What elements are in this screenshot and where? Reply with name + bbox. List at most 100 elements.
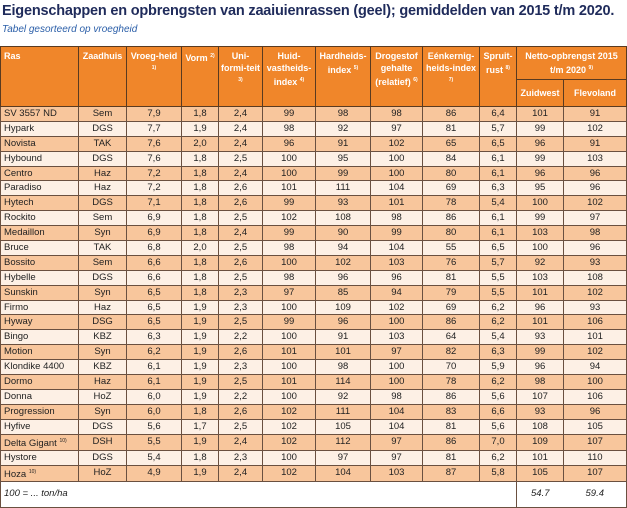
cell-uniformiteit: 2,5 <box>218 150 263 167</box>
cell-hardheid: 97 <box>315 449 371 466</box>
cell-spruitrust: 6,4 <box>479 106 517 122</box>
cell-zaadhuis: DGS <box>78 418 127 435</box>
cell-zaadhuis: DGS <box>78 449 127 466</box>
cell-vorm: 1,8 <box>181 195 219 212</box>
cell-flevoland: 91 <box>562 106 627 122</box>
cell-flevoland: 96 <box>562 180 627 197</box>
table-row: Hypark DGS 7,7 1,9 2,4 98 92 97 81 5,7 99 102 <box>0 120 627 137</box>
cell-zuidwest: 100 <box>516 240 564 256</box>
cell-drogestof: 100 <box>370 150 423 167</box>
table-row: Rockito Sem 6,9 1,8 2,5 102 108 98 86 6,1 99 97 <box>0 210 627 227</box>
cell-zaadhuis: Haz <box>78 165 127 182</box>
cell-uniformiteit: 2,3 <box>218 359 263 376</box>
cell-zuidwest: 93 <box>516 329 564 346</box>
cell-vroegheid: 5,5 <box>126 433 182 451</box>
table-row: Hybelle DGS 6,6 1,8 2,5 98 96 96 81 5,5 103 108 <box>0 269 627 286</box>
variety-name: Bossito <box>4 256 36 268</box>
cell-spruitrust: 6,2 <box>479 314 517 331</box>
cell-hardheid: 101 <box>315 344 371 361</box>
cell-spruitrust: 5,9 <box>479 359 517 376</box>
variety-name: Sunskin <box>4 286 38 298</box>
cell-zaadhuis: Syn <box>78 225 127 242</box>
table-row: Delta Gigant 10) DSH 5,5 1,9 2,4 102 112 97 86 7,… <box>0 433 627 451</box>
cell-uniformiteit: 2,4 <box>218 106 263 122</box>
cell-hardheid: 92 <box>315 120 371 137</box>
variety-table: Ras Zaadhuis Vroeg-heid 1) Vorm 2) Uni-f… <box>0 46 627 508</box>
variety-name: Hytech <box>4 197 34 209</box>
variety-name: Klondike 4400 <box>4 361 65 373</box>
cell-eenkernig: 64 <box>422 329 480 346</box>
cell-vorm: 1,8 <box>181 150 219 167</box>
cell-zuidwest: 96 <box>516 299 564 316</box>
cell-uniformiteit: 2,5 <box>218 210 263 227</box>
cell-ras: Bingo <box>0 329 79 346</box>
cell-spruitrust: 6,2 <box>479 374 517 390</box>
cell-zuidwest: 101 <box>516 449 564 466</box>
table-row: SV 3557 ND Sem 7,9 1,8 2,4 99 98 98 86 6,4 101 91 <box>0 106 627 122</box>
cell-zuidwest: 96 <box>516 135 564 152</box>
cell-spruitrust: 6,1 <box>479 225 517 242</box>
cell-huidvastheid: 100 <box>262 299 316 316</box>
cell-drogestof: 104 <box>370 180 423 197</box>
cell-drogestof: 94 <box>370 284 423 301</box>
cell-drogestof: 104 <box>370 418 423 435</box>
cell-huidvastheid: 98 <box>262 240 316 256</box>
cell-ras: Bruce <box>0 240 79 256</box>
cell-hardheid: 96 <box>315 314 371 331</box>
cell-flevoland: 106 <box>562 314 627 331</box>
cell-ras: Hytech <box>0 195 79 212</box>
cell-flevoland: 102 <box>562 344 627 361</box>
cell-vroegheid: 6,1 <box>126 374 182 390</box>
variety-name: Bingo <box>4 331 29 343</box>
variety-name: Hyfive <box>4 420 31 432</box>
cell-hardheid: 94 <box>315 240 371 256</box>
table-row: Novista TAK 7,6 2,0 2,4 96 91 102 65 6,5 96 91 <box>0 135 627 152</box>
cell-zaadhuis: Sem <box>78 106 127 122</box>
table-row: Hybound DGS 7,6 1,8 2,5 100 95 100 84 6,1 99 103 <box>0 150 627 167</box>
cell-drogestof: 99 <box>370 225 423 242</box>
header-opbrengst: Netto-opbrengst 2015 t/m 2020 9) <box>515 46 627 80</box>
cell-eenkernig: 83 <box>422 403 480 420</box>
cell-ras: Hybelle <box>0 269 79 286</box>
cell-spruitrust: 6,6 <box>479 403 517 420</box>
cell-vorm: 1,8 <box>181 269 219 286</box>
cell-vorm: 1,9 <box>181 314 219 331</box>
variety-name: Paradiso <box>4 182 42 194</box>
cell-drogestof: 98 <box>370 388 423 405</box>
variety-name: Centro <box>4 167 33 179</box>
cell-zuidwest: 107 <box>516 388 564 405</box>
table-row: Firmo Haz 6,5 1,9 2,3 100 109 102 69 6,2 96 93 <box>0 299 627 316</box>
cell-spruitrust: 5,7 <box>479 120 517 137</box>
footer-label: 100 = ... ton/ha <box>0 480 517 508</box>
cell-eenkernig: 65 <box>422 135 480 152</box>
cell-hardheid: 98 <box>315 106 371 122</box>
cell-zaadhuis: Syn <box>78 403 127 420</box>
header-zuidwest: Zuidwest <box>516 79 564 107</box>
cell-flevoland: 93 <box>562 299 627 316</box>
header-eenkernig: Eénkernig-heids-index 7) <box>422 46 480 107</box>
cell-vroegheid: 7,7 <box>126 120 182 137</box>
variety-name: Motion <box>4 346 33 358</box>
cell-vroegheid: 6,5 <box>126 314 182 331</box>
cell-ras: Donna <box>0 388 79 405</box>
cell-ras: Firmo <box>0 299 79 316</box>
cell-eenkernig: 69 <box>422 180 480 197</box>
cell-vroegheid: 7,6 <box>126 135 182 152</box>
cell-vroegheid: 4,9 <box>126 464 182 482</box>
cell-vroegheid: 6,3 <box>126 329 182 346</box>
cell-huidvastheid: 100 <box>262 449 316 466</box>
cell-spruitrust: 6,2 <box>479 449 517 466</box>
variety-name: Hypark <box>4 122 35 134</box>
cell-huidvastheid: 99 <box>262 225 316 242</box>
cell-vroegheid: 7,2 <box>126 165 182 182</box>
cell-vroegheid: 6,0 <box>126 388 182 405</box>
cell-eenkernig: 81 <box>422 418 480 435</box>
footer-flevoland: 59.4 <box>563 480 627 508</box>
cell-eenkernig: 86 <box>422 210 480 227</box>
variety-name: Hybound <box>4 152 43 164</box>
cell-vroegheid: 5,6 <box>126 418 182 435</box>
table-row: Centro Haz 7,2 1,8 2,4 100 99 100 80 6,1 96 96 <box>0 165 627 182</box>
cell-zaadhuis: HoZ <box>78 464 127 482</box>
cell-zaadhuis: Syn <box>78 284 127 301</box>
cell-hardheid: 91 <box>315 135 371 152</box>
